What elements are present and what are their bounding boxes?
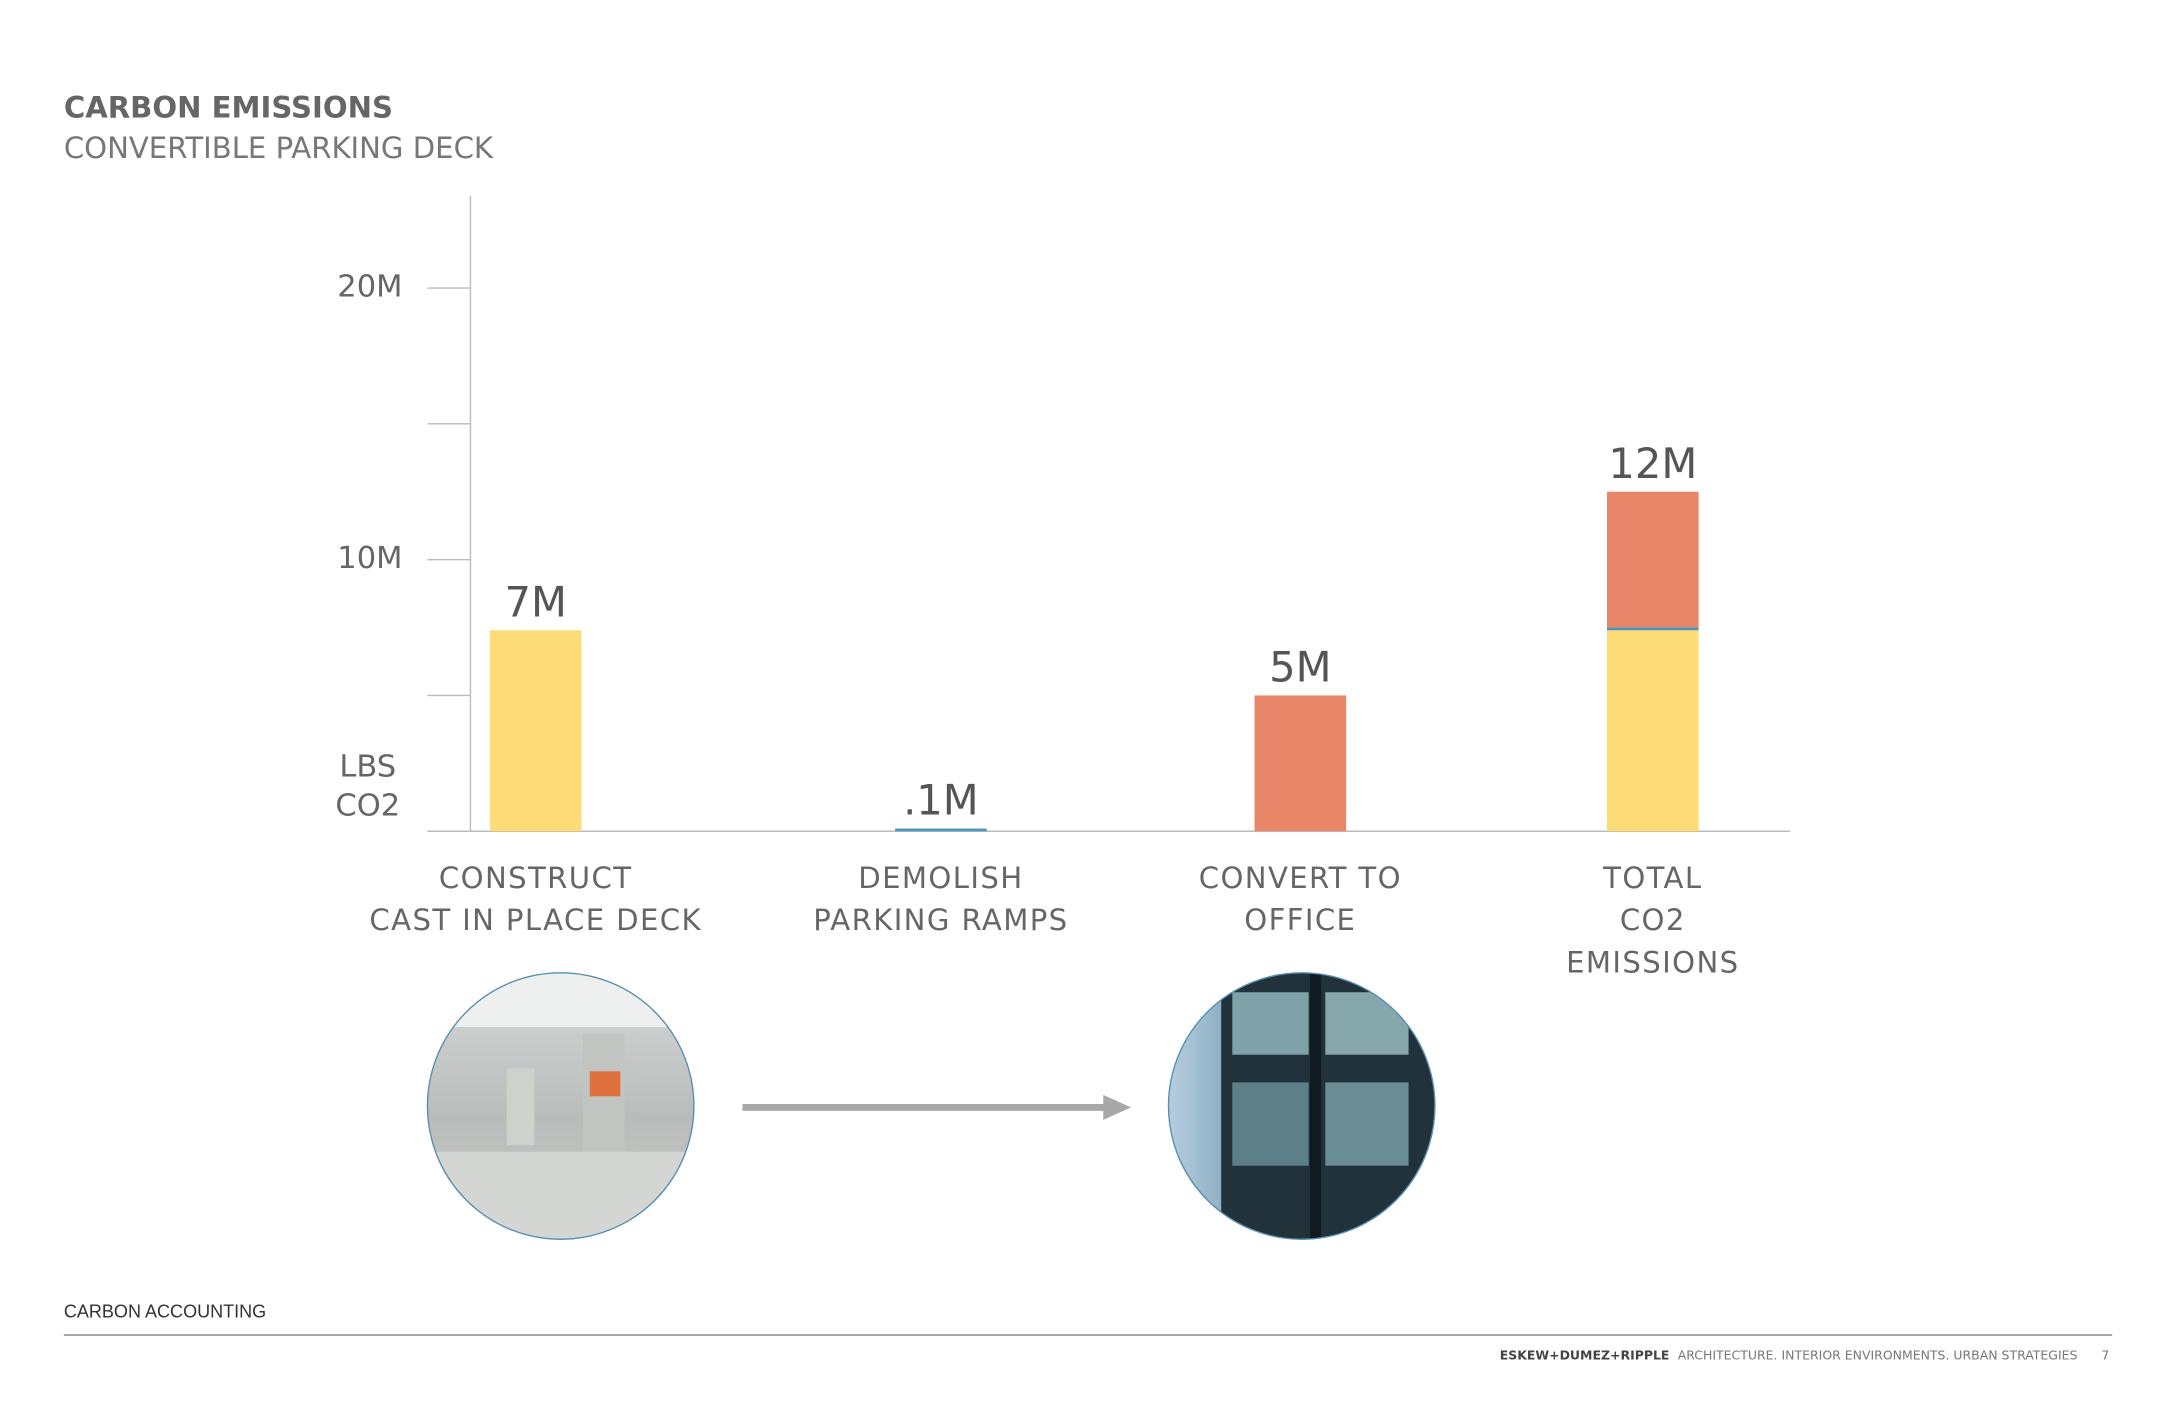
y-tick-label: 20M bbox=[337, 270, 402, 305]
x-tick-label: CONVERT TO OFFICE bbox=[1199, 861, 1402, 937]
photo-parking bbox=[427, 972, 694, 1240]
x-tick-label-line: CO2 bbox=[1620, 903, 1686, 937]
x-tick-label: DEMOLISH PARKING RAMPS bbox=[813, 861, 1068, 937]
x-tick-label: CONSTRUCT CAST IN PLACE DECK bbox=[369, 861, 702, 937]
bar-segment bbox=[1607, 491, 1699, 628]
y-axis-label: LBS CO2 bbox=[335, 749, 400, 823]
x-tick-label-line: TOTAL bbox=[1602, 861, 1702, 895]
chart-subtitle: CONVERTIBLE PARKING DECK bbox=[64, 131, 494, 165]
x-tick-label-line: DEMOLISH bbox=[858, 861, 1023, 895]
arrow bbox=[742, 1094, 1132, 1120]
total-label: 12M bbox=[1608, 439, 1697, 488]
y-tick-label: 10M bbox=[337, 541, 402, 576]
photo-border bbox=[1167, 972, 1436, 1240]
total-label: 7M bbox=[504, 577, 566, 626]
bar-segment bbox=[895, 828, 987, 832]
photo-office bbox=[1168, 972, 1435, 1240]
bar-segment bbox=[1607, 627, 1699, 631]
x-tick-label: TOTAL CO2 EMISSIONS bbox=[1566, 861, 1739, 980]
photo-border bbox=[426, 972, 695, 1240]
x-tick-label-line: EMISSIONS bbox=[1566, 945, 1739, 979]
total-label: .1M bbox=[903, 776, 979, 825]
bar-segment bbox=[489, 630, 582, 832]
page-number: 7 bbox=[2101, 1347, 2109, 1362]
chart-title: CARBON EMISSIONS bbox=[64, 91, 393, 125]
footer-firm: ESKEW+DUMEZ+RIPPLE bbox=[1500, 1347, 1670, 1362]
x-tick-label-line: CAST IN PLACE DECK bbox=[369, 903, 702, 937]
x-tick-label-line: PARKING RAMPS bbox=[813, 903, 1068, 937]
x-tick-label-line: OFFICE bbox=[1244, 903, 1356, 937]
footer-tagline: ARCHITECTURE. INTERIOR ENVIRONMENTS. URB… bbox=[1678, 1347, 2078, 1362]
bar-segment bbox=[1607, 630, 1699, 832]
bar-segment bbox=[1254, 695, 1347, 832]
x-tick-label-line: CONSTRUCT bbox=[439, 861, 633, 895]
x-tick-label-line: CONVERT TO bbox=[1199, 861, 1402, 895]
footer-section: CARBON ACCOUNTING bbox=[64, 1302, 266, 1322]
total-label: 5M bbox=[1269, 642, 1331, 691]
y-axis-label-line: LBS bbox=[339, 749, 396, 784]
y-axis-label-line: CO2 bbox=[335, 788, 400, 823]
